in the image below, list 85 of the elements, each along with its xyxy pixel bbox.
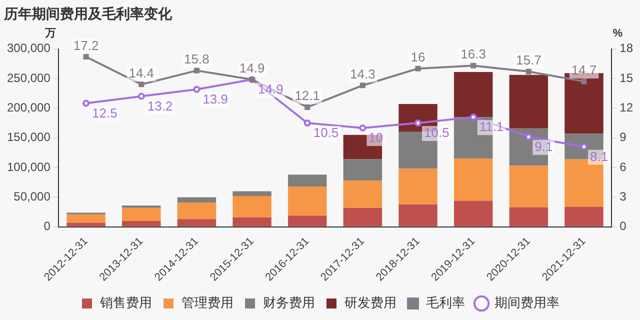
bar bbox=[454, 200, 493, 226]
y2-tick-label: 9 bbox=[620, 130, 627, 144]
point bbox=[194, 68, 200, 74]
point bbox=[526, 68, 532, 74]
y-tick-label: 50,000 bbox=[14, 190, 51, 204]
y-tick-label: 0 bbox=[44, 219, 51, 234]
bar bbox=[564, 73, 604, 134]
data-label: 16.3 bbox=[460, 46, 486, 62]
bar bbox=[509, 166, 548, 208]
bar bbox=[398, 168, 438, 204]
y-tick-label: 250,000 bbox=[6, 70, 51, 85]
legend-label: 研发费用 bbox=[344, 295, 396, 310]
bar bbox=[454, 158, 493, 201]
data-label: 12.1 bbox=[294, 88, 320, 104]
data-label: 14.4 bbox=[128, 65, 154, 80]
bar bbox=[343, 180, 382, 208]
point bbox=[414, 120, 422, 126]
legend-label: 期间费用率 bbox=[494, 295, 560, 310]
data-label: 13.2 bbox=[147, 98, 173, 114]
bar bbox=[232, 217, 272, 226]
data-label: 11.1 bbox=[479, 119, 504, 134]
y-tick-label: 300,000 bbox=[6, 41, 51, 56]
bar bbox=[122, 208, 161, 221]
y2-tick-label: 0 bbox=[620, 219, 627, 234]
point bbox=[470, 114, 477, 121]
bar bbox=[177, 197, 216, 203]
bar bbox=[398, 204, 438, 226]
data-label: 10.5 bbox=[313, 125, 339, 140]
point bbox=[581, 78, 587, 84]
bar bbox=[509, 74, 548, 128]
y2-tick-label: 18 bbox=[620, 41, 634, 56]
y-axis-title: 万 bbox=[44, 27, 56, 40]
y-tick-label: 150,000 bbox=[6, 130, 51, 144]
bar bbox=[288, 174, 327, 187]
legend-label: 财务费用 bbox=[263, 295, 315, 310]
bar bbox=[343, 208, 382, 226]
data-label: 14.9 bbox=[258, 82, 284, 97]
point bbox=[470, 62, 476, 68]
point bbox=[304, 104, 310, 110]
data-label: 16 bbox=[410, 50, 426, 65]
y2-tick-label: 6 bbox=[620, 160, 627, 174]
point bbox=[580, 143, 588, 150]
chart-title: 历年期间费用及毛利率变化 bbox=[3, 5, 173, 22]
bar bbox=[232, 196, 272, 218]
data-label: 13.9 bbox=[202, 91, 228, 106]
bar bbox=[177, 202, 216, 220]
data-label: 15.7 bbox=[516, 52, 542, 68]
data-label: 17.2 bbox=[73, 38, 99, 53]
bar bbox=[288, 216, 327, 226]
point bbox=[415, 66, 421, 72]
data-label: 14.9 bbox=[239, 60, 265, 76]
point bbox=[360, 82, 366, 88]
data-label: 12.5 bbox=[92, 105, 118, 120]
y2-tick-label: 3 bbox=[620, 190, 627, 204]
point bbox=[138, 92, 145, 100]
y-tick-label: 200,000 bbox=[6, 100, 51, 114]
point bbox=[83, 54, 89, 60]
point bbox=[82, 100, 90, 107]
bar bbox=[66, 214, 106, 223]
point bbox=[193, 86, 200, 93]
bar bbox=[122, 220, 161, 226]
data-label: 9.1 bbox=[534, 138, 553, 154]
point bbox=[304, 120, 311, 126]
bar bbox=[454, 72, 493, 118]
bar bbox=[564, 206, 604, 226]
y2-axis-title: % bbox=[612, 27, 623, 40]
y-tick-label: 100,000 bbox=[6, 160, 51, 174]
y2-tick-label: 12 bbox=[620, 100, 634, 114]
bar bbox=[343, 159, 382, 181]
point bbox=[359, 124, 366, 132]
data-label: 14.3 bbox=[350, 66, 376, 82]
legend-label: 管理费用 bbox=[182, 295, 234, 310]
point bbox=[138, 82, 144, 88]
bar bbox=[177, 219, 216, 226]
legend-label: 销售费用 bbox=[99, 295, 152, 310]
data-label: 8.1 bbox=[590, 148, 608, 164]
legend-label: 毛利率 bbox=[426, 295, 465, 310]
bar bbox=[66, 222, 106, 226]
data-label: 15.8 bbox=[184, 52, 210, 67]
bar bbox=[288, 186, 327, 216]
data-label: 10.5 bbox=[424, 125, 450, 140]
bar bbox=[509, 207, 548, 226]
bar bbox=[232, 191, 272, 196]
y2-tick-label: 15 bbox=[620, 70, 634, 85]
point bbox=[525, 133, 532, 140]
